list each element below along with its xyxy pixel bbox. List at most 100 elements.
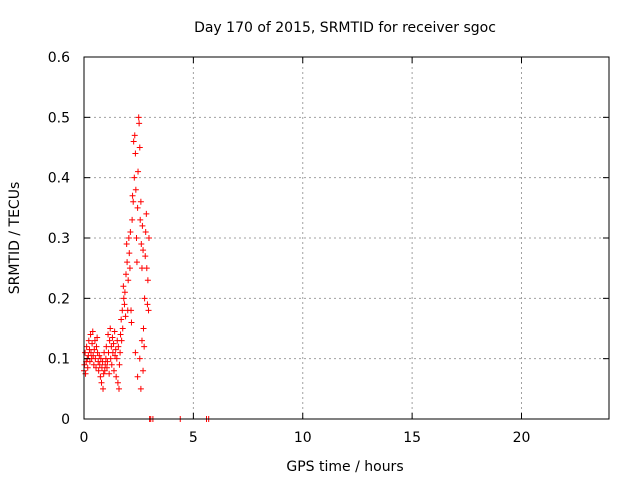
x-tick-label: 10 — [294, 430, 312, 446]
y-tick-label: 0 — [61, 412, 70, 428]
data-point — [115, 343, 122, 350]
y-tick-label: 0.4 — [48, 171, 70, 187]
data-point — [105, 331, 112, 338]
data-point — [108, 343, 115, 350]
data-point — [126, 250, 133, 257]
data-point — [124, 259, 131, 266]
data-point — [89, 328, 96, 335]
data-point — [91, 346, 98, 353]
data-point — [112, 352, 119, 359]
data-point — [96, 352, 103, 359]
data-point — [140, 325, 147, 332]
data-point — [131, 174, 138, 181]
data-point — [110, 367, 117, 374]
data-point — [136, 355, 143, 362]
data-point — [97, 373, 104, 380]
data-point — [107, 325, 114, 332]
data-point — [125, 277, 132, 284]
data-point — [95, 367, 102, 374]
data-point — [143, 210, 150, 217]
y-tick-label: 0.6 — [48, 50, 70, 66]
x-tick-label: 0 — [80, 430, 89, 446]
data-point — [139, 222, 146, 229]
data-point — [134, 204, 141, 211]
data-point — [102, 361, 109, 368]
data-point — [113, 373, 120, 380]
data-point — [96, 361, 103, 368]
data-point — [135, 114, 142, 121]
data-point — [106, 337, 113, 344]
data-point — [132, 186, 139, 193]
data-point — [120, 283, 127, 290]
y-tick-label: 0.3 — [48, 231, 70, 247]
data-point — [121, 289, 128, 296]
data-point — [130, 138, 137, 145]
x-tick-label: 5 — [189, 430, 198, 446]
data-point — [106, 370, 113, 377]
data-point — [90, 361, 97, 368]
x-axis-label: GPS time / hours — [286, 459, 403, 475]
chart-title: Day 170 of 2015, SRMTID for receiver sgo… — [194, 20, 496, 36]
data-point — [97, 355, 104, 362]
data-point — [89, 340, 96, 347]
data-point — [140, 247, 147, 254]
data-point — [109, 349, 116, 356]
data-point — [98, 379, 105, 386]
data-point — [142, 228, 149, 235]
data-point — [128, 319, 135, 326]
data-point — [104, 358, 111, 365]
data-point — [94, 334, 101, 341]
points-layer — [81, 114, 212, 422]
data-point — [107, 355, 114, 362]
data-point — [83, 343, 90, 350]
data-point — [136, 144, 143, 151]
data-point — [92, 355, 99, 362]
data-point — [87, 331, 94, 338]
data-point — [123, 241, 130, 248]
data-point — [88, 349, 94, 356]
data-point — [90, 352, 97, 359]
y-tick-label: 0.5 — [48, 110, 70, 126]
data-point — [138, 241, 145, 248]
data-point — [129, 216, 136, 223]
data-point — [110, 340, 117, 347]
data-point — [128, 307, 135, 314]
data-point — [121, 301, 128, 308]
grid-layer — [84, 57, 609, 419]
data-point — [126, 265, 133, 272]
data-point — [103, 364, 110, 371]
data-point — [119, 325, 126, 332]
y-tick-label: 0.1 — [48, 352, 70, 368]
data-point — [120, 295, 127, 302]
data-point — [101, 367, 108, 374]
data-point — [84, 364, 91, 371]
data-point — [131, 132, 138, 139]
ticks-layer: 0 5 10 15 20 0 0.1 0.2 0.3 0.4 0.5 0.6 — [48, 50, 609, 446]
data-point — [114, 379, 121, 386]
data-point — [143, 265, 150, 272]
data-point — [134, 373, 141, 380]
data-point — [133, 235, 140, 241]
data-point — [94, 349, 101, 356]
data-point — [132, 349, 139, 356]
data-point — [129, 192, 136, 199]
data-point — [140, 367, 147, 374]
data-point — [138, 337, 145, 344]
data-point — [142, 253, 149, 260]
data-point — [136, 120, 143, 127]
data-point — [82, 349, 89, 356]
data-point — [93, 343, 100, 350]
data-point — [98, 364, 105, 371]
data-point — [86, 358, 93, 365]
data-point — [116, 361, 123, 368]
data-point — [127, 228, 134, 235]
y-tick-label: 0.2 — [48, 291, 70, 307]
data-point — [145, 235, 152, 241]
data-point — [144, 301, 151, 308]
data-point — [135, 168, 142, 175]
data-point — [130, 198, 137, 205]
data-point — [137, 385, 144, 392]
data-point — [123, 271, 129, 278]
